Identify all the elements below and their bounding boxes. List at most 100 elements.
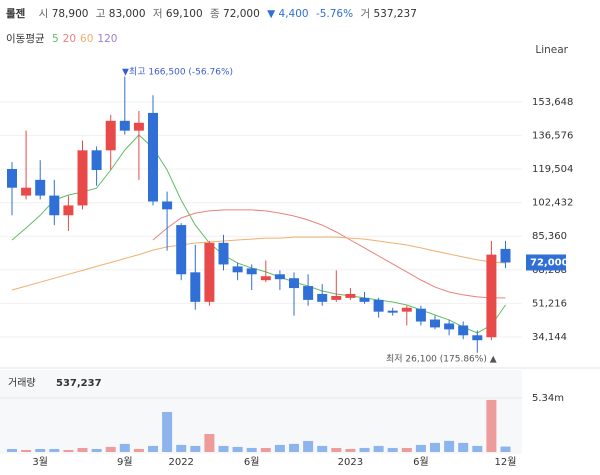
candle-body (260, 276, 271, 281)
ma-legend: 이동평균 5 20 60 120 (6, 31, 117, 46)
y-tick-label: 153,648 (532, 97, 573, 108)
candle-body (458, 325, 469, 336)
x-tick-label: 3월 (32, 456, 48, 468)
last-price-label: 72,000 (530, 257, 569, 268)
y-tick-label: 102,432 (532, 198, 573, 209)
volume-bar (373, 445, 384, 452)
candle-body (331, 295, 342, 300)
candle-body (21, 187, 32, 196)
candle-body (274, 274, 285, 280)
volume-bar (162, 411, 173, 452)
y-tick-label: 34,144 (532, 332, 567, 343)
x-tick-label: 6월 (244, 456, 260, 468)
volume-bar (176, 444, 187, 452)
ma-line (152, 209, 506, 299)
change: ▼ 4,400 (267, 8, 309, 20)
candle-body (430, 319, 440, 328)
volume-bar (317, 445, 328, 452)
volume-bar (387, 447, 398, 452)
candle-body (289, 278, 299, 289)
y-tick-label: 136,576 (532, 130, 573, 141)
low-value: 69,100 (165, 8, 203, 20)
candle-body (190, 272, 201, 302)
volume-bar (105, 446, 116, 452)
volume-bar (415, 444, 426, 452)
volume-bar (500, 446, 511, 452)
volume-last: 537,237 (56, 378, 102, 389)
candle-body (486, 254, 497, 338)
volume-bar (458, 442, 469, 452)
volume-label: 거 (360, 8, 371, 20)
ma-legend-item[interactable]: 60 (80, 33, 94, 45)
candle-body (444, 323, 455, 330)
x-tick-label: 12월 (495, 456, 517, 468)
volume-bar (21, 449, 32, 452)
volume-bar (232, 446, 243, 452)
volume-panel (0, 370, 522, 454)
ma-legend-item[interactable]: 120 (97, 33, 118, 45)
price-header: 롤젠 시 78,900 고 83,000 저 69,100 종 72,000 ▼… (6, 6, 417, 21)
ma-legend-title: 이동평균 (6, 33, 45, 45)
candle-body (162, 201, 173, 210)
ma-legend-item[interactable]: 5 (51, 33, 59, 45)
ma-line (11, 236, 506, 291)
volume-bar (35, 448, 46, 452)
y-tick-label: 85,360 (532, 231, 567, 242)
volume-bar (7, 448, 17, 452)
volume-title: 거래량 (8, 377, 36, 389)
volume-value: 537,237 (373, 8, 417, 20)
scale-toggle[interactable]: Linear (535, 44, 568, 56)
x-tick-label: 2023 (338, 457, 363, 468)
candle-body (303, 286, 314, 300)
candle-body (49, 195, 60, 216)
volume-bar (331, 447, 342, 452)
volume-bar (260, 447, 271, 452)
high-value: 83,000 (108, 8, 146, 20)
volume-bar (63, 449, 74, 452)
change-pct: -5.76% (315, 8, 354, 20)
volume-bar (472, 445, 483, 452)
candle-body (472, 335, 483, 341)
x-tick-label: 2022 (168, 457, 193, 468)
candle-body (373, 299, 384, 312)
candle-body (387, 310, 398, 313)
candle-body (133, 122, 144, 131)
high-label: 고 (95, 8, 106, 20)
candle-body (232, 266, 243, 273)
candle-body (91, 150, 102, 170)
volume-bar (359, 447, 370, 452)
open-value: 78,900 (51, 8, 89, 20)
stock-name: 롤젠 (6, 8, 26, 20)
candle-body (119, 120, 130, 131)
candle-body (500, 248, 511, 263)
volume-bar (190, 445, 201, 452)
candle-body (246, 268, 257, 275)
candle-body (359, 297, 370, 302)
volume-bar (444, 440, 455, 452)
close-label: 종 (210, 8, 220, 20)
volume-bar (345, 448, 356, 452)
volume-bar (91, 448, 102, 452)
candle-body (176, 225, 187, 275)
low-label: 저 (152, 8, 163, 20)
volume-bar (133, 448, 144, 452)
candle-body (105, 120, 116, 151)
volume-bar (303, 440, 314, 452)
volume-bar (119, 443, 130, 452)
y-tick-label: 51,216 (532, 298, 567, 309)
candle-body (63, 205, 74, 216)
candle-body (345, 293, 356, 298)
volume-bar (274, 444, 285, 452)
volume-tick-label: 5.34m (532, 393, 564, 404)
volume-bar (148, 445, 158, 452)
volume-bar (77, 447, 88, 452)
x-tick-label: 6월 (413, 456, 429, 468)
volume-bar (204, 433, 215, 452)
y-tick-label: 119,504 (532, 164, 573, 175)
ma-legend-item[interactable]: 20 (62, 33, 77, 45)
volume-bar (49, 448, 60, 452)
candle-body (401, 307, 412, 312)
candle-body (35, 179, 46, 196)
